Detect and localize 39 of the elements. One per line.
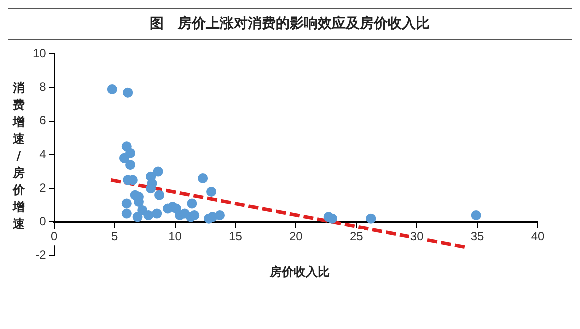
point xyxy=(146,184,156,194)
x-tick-label: 20 xyxy=(289,230,304,244)
x-tick-label: 0 xyxy=(51,230,58,244)
point xyxy=(154,190,165,200)
y-tick-label: 6 xyxy=(40,114,47,128)
point xyxy=(132,212,143,222)
x-axis-title: 房价收入比 xyxy=(269,264,331,281)
point xyxy=(122,208,132,219)
point xyxy=(366,214,376,224)
x-tick-label: 35 xyxy=(470,230,485,244)
x-tick-label: 10 xyxy=(168,230,182,244)
y-tick-label: 0 xyxy=(40,214,47,229)
point xyxy=(144,210,154,220)
point xyxy=(190,210,200,220)
x-tick-label: 30 xyxy=(410,230,424,244)
y-tick-label: 2 xyxy=(40,180,47,195)
x-tick-label: 25 xyxy=(350,230,364,244)
x-tick-label: 40 xyxy=(531,230,545,244)
y-tick-label: 10 xyxy=(32,46,47,61)
point xyxy=(153,166,164,177)
point xyxy=(122,198,132,209)
point xyxy=(215,210,225,220)
text: 消费增速/房价增速 xyxy=(13,81,25,231)
point xyxy=(107,84,118,94)
point xyxy=(471,210,482,220)
y-tick-label: 4 xyxy=(40,147,47,162)
point xyxy=(327,214,338,224)
point xyxy=(152,208,162,219)
y-tick-label: 8 xyxy=(40,80,47,94)
point xyxy=(123,88,134,98)
point xyxy=(206,186,217,197)
x-tick-label: 15 xyxy=(229,230,243,244)
chart-title: 图 房价上涨对消费的影响效应及房价收入比 xyxy=(8,8,572,40)
y-tick-label: -2 xyxy=(36,248,47,262)
point xyxy=(198,174,208,184)
point xyxy=(126,160,136,170)
point xyxy=(187,198,198,209)
point xyxy=(119,153,130,164)
x-tick-label: 5 xyxy=(111,230,118,244)
